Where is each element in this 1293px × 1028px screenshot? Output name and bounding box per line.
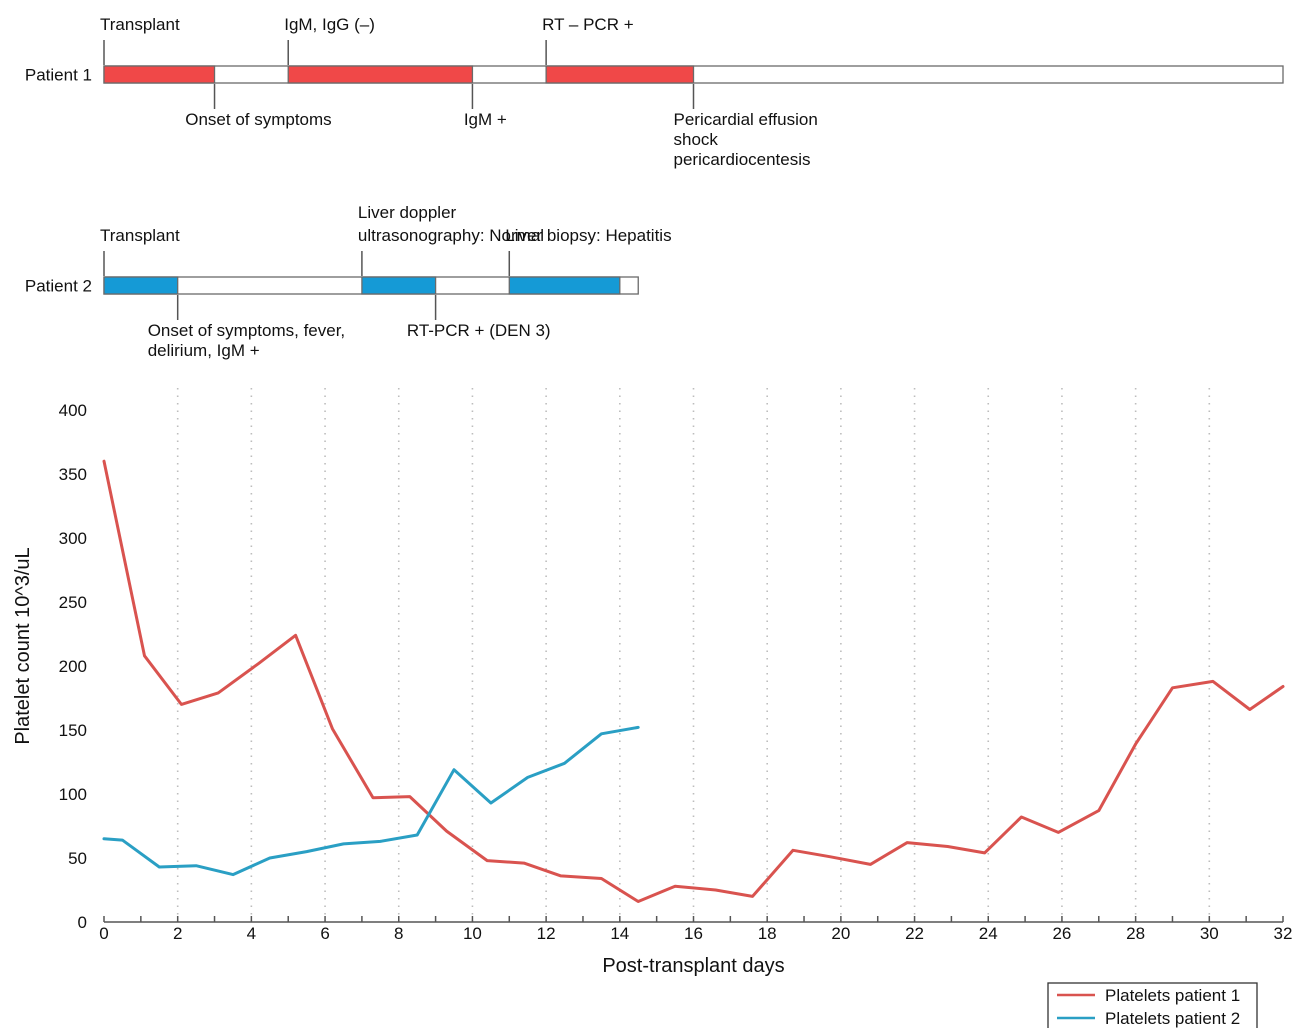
event-label: Onset of symptoms (185, 110, 331, 129)
timeline-segment-patient-2 (361, 276, 437, 295)
gridlines (176, 388, 1211, 922)
x-tick-label: 8 (394, 924, 403, 943)
y-tick-label: 300 (59, 529, 87, 548)
series-line-patient-1 (102, 459, 1285, 903)
x-tick-label: 26 (1052, 924, 1071, 943)
timeline-event: Liver biopsy: Hepatitis (505, 226, 672, 276)
x-tick-label: 10 (463, 924, 482, 943)
timeline-event: Transplant (100, 15, 180, 65)
timeline-label-patient-1: Patient 1 (25, 66, 92, 85)
legend: Platelets patient 1 Platelets patient 2 (1047, 982, 1258, 1028)
event-label: Liver biopsy: Hepatitis (505, 226, 671, 245)
timeline-segment-patient-2 (508, 276, 621, 295)
y-tick-label: 0 (78, 913, 87, 932)
y-axis-title: Platelet count 10^3/uL (12, 547, 34, 744)
timeline-segment-patient-1 (287, 65, 474, 84)
event-label: pericardiocentesis (674, 150, 811, 169)
timeline-event: RT-PCR + (DEN 3) (407, 295, 551, 340)
event-label: IgM + (464, 110, 507, 129)
x-tick-label: 2 (173, 924, 182, 943)
platelet-chart: 0 2 4 6 8 10 12 14 16 18 20 22 24 26 28 30 3205010015020… (12, 388, 1292, 977)
legend-box (1047, 982, 1258, 1028)
x-tick-label: 32 (1274, 924, 1293, 943)
legend-label-patient-1: Platelets patient 1 (1105, 986, 1240, 1005)
timeline-segment-patient-1 (545, 65, 695, 84)
event-label: Liver doppler (358, 203, 457, 222)
x-tick-label: 12 (537, 924, 556, 943)
event-label: Transplant (100, 226, 180, 245)
timeline-event: Liver doppler ultrasonography: Normal (358, 203, 544, 276)
timeline-event: Onset of symptoms (185, 84, 332, 129)
x-axis-title: Post-transplant days (602, 955, 784, 977)
y-tick-label: 400 (59, 401, 87, 420)
timeline-event: RT – PCR + (542, 15, 634, 65)
event-label: IgM, IgG (–) (284, 15, 375, 34)
x-tick-label: 18 (758, 924, 777, 943)
x-tick-label: 24 (979, 924, 998, 943)
x-tick-label: 0 (99, 924, 108, 943)
series-line-patient-2 (102, 725, 640, 877)
y-tick-label: 200 (59, 657, 87, 676)
timeline-event: Pericardial effusionshockpericardiocente… (674, 84, 818, 169)
axes: 0 2 4 6 8 10 12 14 16 18 20 22 24 26 28 30 3205010015020… (59, 401, 1293, 943)
y-tick-label: 150 (59, 721, 87, 740)
timeline-segment-patient-1 (103, 65, 216, 84)
x-tick-label: 6 (320, 924, 329, 943)
event-label: delirium, IgM + (148, 341, 260, 360)
timelines: Patient 1 Transplant IgM, IgG (–) RT – PCR … (25, 15, 1284, 360)
legend-label-patient-2: Platelets patient 2 (1105, 1009, 1240, 1028)
event-label: Onset of symptoms, fever, (148, 321, 345, 340)
x-tick-label: 4 (247, 924, 256, 943)
event-label: ultrasonography: Normal (358, 226, 544, 245)
timeline-event: IgM + (464, 84, 507, 129)
timeline-patient-1: Patient 1 Transplant IgM, IgG (–) RT – PCR … (25, 15, 1284, 169)
event-label: RT – PCR + (542, 15, 634, 34)
timeline-event: Onset of symptoms, fever,delirium, IgM + (148, 295, 345, 360)
timeline-event: Transplant (100, 226, 180, 276)
x-tick-label: 20 (831, 924, 850, 943)
y-tick-label: 50 (68, 849, 87, 868)
timeline-event: IgM, IgG (–) (284, 15, 375, 65)
timeline-segment-patient-2 (103, 276, 179, 295)
event-label: shock (674, 130, 719, 149)
y-tick-label: 100 (59, 785, 87, 804)
timeline-label-patient-2: Patient 2 (25, 277, 92, 296)
x-tick-label: 28 (1126, 924, 1145, 943)
timeline-patient-2: Patient 2 Transplant Liver doppler ultrason… (25, 203, 672, 360)
series-lines (102, 459, 1285, 903)
x-tick-label: 30 (1200, 924, 1219, 943)
x-tick-label: 16 (684, 924, 703, 943)
event-label: Transplant (100, 15, 180, 34)
event-label: Pericardial effusion (674, 110, 818, 129)
y-tick-label: 350 (59, 465, 87, 484)
event-label: RT-PCR + (DEN 3) (407, 321, 551, 340)
x-tick-label: 22 (905, 924, 924, 943)
y-tick-label: 250 (59, 593, 87, 612)
x-tick-label: 14 (610, 924, 629, 943)
